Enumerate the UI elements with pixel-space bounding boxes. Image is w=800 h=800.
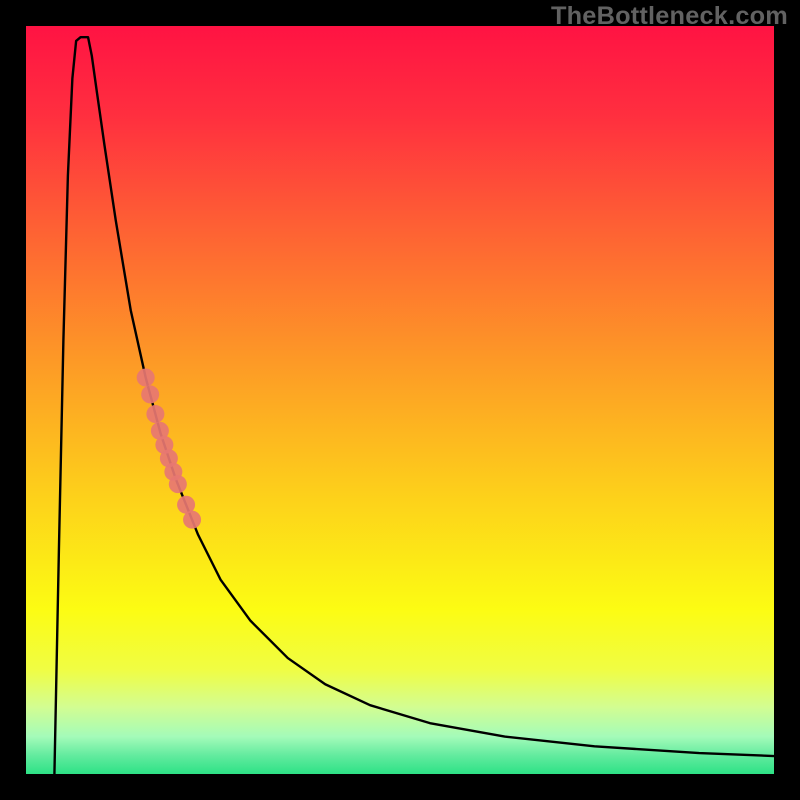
highlight-marker	[183, 511, 201, 529]
plot-svg	[26, 26, 774, 774]
highlight-marker	[146, 405, 164, 423]
highlight-marker	[137, 369, 155, 387]
plot-area	[26, 26, 774, 774]
chart-frame: TheBottleneck.com	[0, 0, 800, 800]
source-watermark: TheBottleneck.com	[551, 2, 788, 31]
highlight-marker	[141, 385, 159, 403]
highlight-marker	[169, 475, 187, 493]
gradient-background	[26, 26, 774, 774]
